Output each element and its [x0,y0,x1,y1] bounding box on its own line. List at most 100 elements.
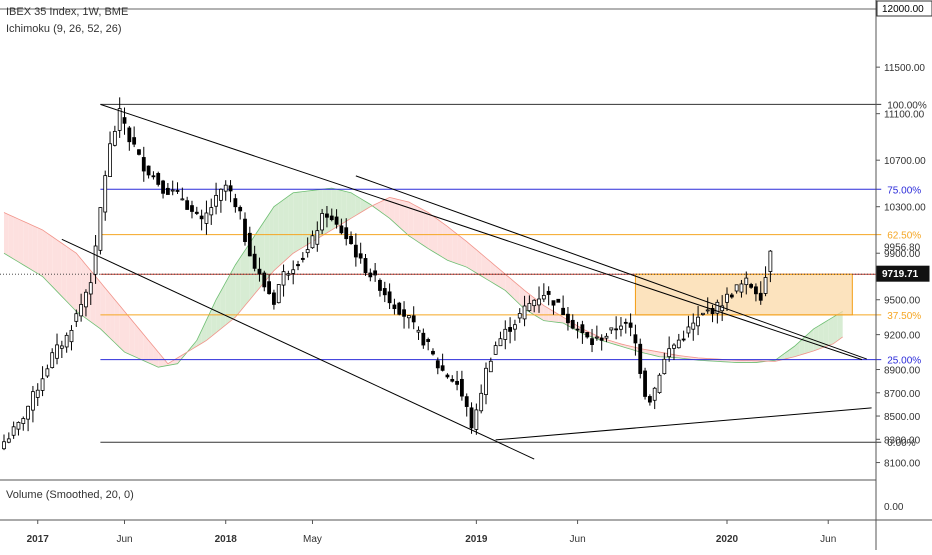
candle-body [662,358,667,375]
cloud-segment [346,191,352,222]
cloud-segment [288,192,294,258]
candle-body [272,292,276,305]
prior-price-label: 9956.80 [884,243,921,254]
cloud-segment [365,201,371,210]
cloud-segment [423,209,429,249]
candle-body [459,378,464,397]
candle-body [440,365,445,371]
candle-body [431,350,435,355]
cloud-segment [375,202,380,212]
cloud-segment [71,249,77,312]
volume-tick-label: 0.00 [884,502,904,513]
candle-body [310,235,315,249]
candle-body [594,336,599,339]
cloud-segment [837,311,843,341]
range-box[interactable] [634,273,853,316]
candle-body [243,218,247,242]
candle-body [64,334,69,348]
trendline[interactable] [100,103,863,361]
cloud-segment [273,203,279,271]
cloud-segment [47,233,53,287]
y-tick-label: 11500.00 [884,63,925,74]
y-tick-label: 8700.00 [884,389,921,400]
trendline[interactable] [355,175,867,360]
cloud-segment [461,237,467,268]
candle-body [455,380,459,385]
fib-level-label: 25.00% [887,356,921,367]
candle-body [209,207,214,216]
cloud-segment [510,278,515,300]
candle-body [590,338,594,345]
cloud-segment [519,286,525,310]
candle-body [122,117,127,124]
candle-body [691,322,696,330]
candle-body [218,188,223,201]
chart-title: IBEX 35 Index, 1W, BME [6,6,129,18]
candle-body [734,284,739,292]
candle-body [185,200,190,210]
cloud-segment [254,228,260,294]
volume-pane-title[interactable]: Volume (Smoothed, 20, 0) [6,489,134,501]
candle-body [320,213,325,231]
senkou-span-a-line [3,187,843,368]
cloud-segment [124,311,130,355]
trendline[interactable] [61,238,535,460]
cloud-segment [37,227,43,277]
candle-body [508,327,513,332]
cloud-segment [606,339,612,344]
candle-body [291,269,296,274]
cloud-segment [616,342,621,347]
candle-body [768,250,773,272]
cloud-segment [240,250,245,312]
cloud-segment [278,199,284,267]
cloud-segment [659,352,665,358]
candle-body [267,281,272,295]
x-tick-label: 2017 [27,534,50,545]
candle-body [517,313,522,319]
cloud-segment [201,320,207,344]
candle-body [522,305,527,320]
candle-body [214,194,218,207]
candle-body [527,303,532,312]
fib-level-label: 75.00% [887,185,921,196]
cloud-segment [134,323,139,359]
cloud-segment [437,219,443,258]
candle-body [93,245,98,275]
candle-body [488,360,493,373]
candle-body [676,339,681,349]
y-top-label-box [876,0,932,17]
y-tick-label: 8500.00 [884,412,921,423]
cloud-segment [654,351,660,357]
candle-body [74,313,79,322]
trendlines[interactable] [61,103,872,460]
candle-body [739,283,744,293]
indicator-label[interactable]: Ichimoku (9, 26, 52, 26) [6,23,122,35]
trendline[interactable] [495,407,872,441]
candle-body [672,344,676,349]
candle-body [117,108,122,131]
cloud-segment [543,305,549,322]
candle-body [368,272,373,278]
cloud-segment [447,226,453,262]
candle-body [411,315,416,323]
y-tick-label: 8900.00 [884,366,921,377]
candle-body [165,187,170,195]
cloud-segment [4,212,9,257]
cloud-segment [264,213,270,283]
cloud-segment [32,225,38,274]
cloud-segment [110,293,115,343]
candle-body [199,215,204,220]
cloud-segment [326,188,332,233]
cloud-segment [269,206,274,277]
cloud-segment [611,341,617,345]
cloud-segment [649,350,655,356]
candle-body [604,335,609,339]
range-box-rect[interactable] [634,273,853,316]
cloud-segment [191,340,197,350]
candle-body [170,189,175,192]
candle-body [498,338,503,347]
cloud-segment [312,189,318,242]
cloud-segment [404,200,409,236]
fib-level-label: 100.00% [887,100,927,111]
